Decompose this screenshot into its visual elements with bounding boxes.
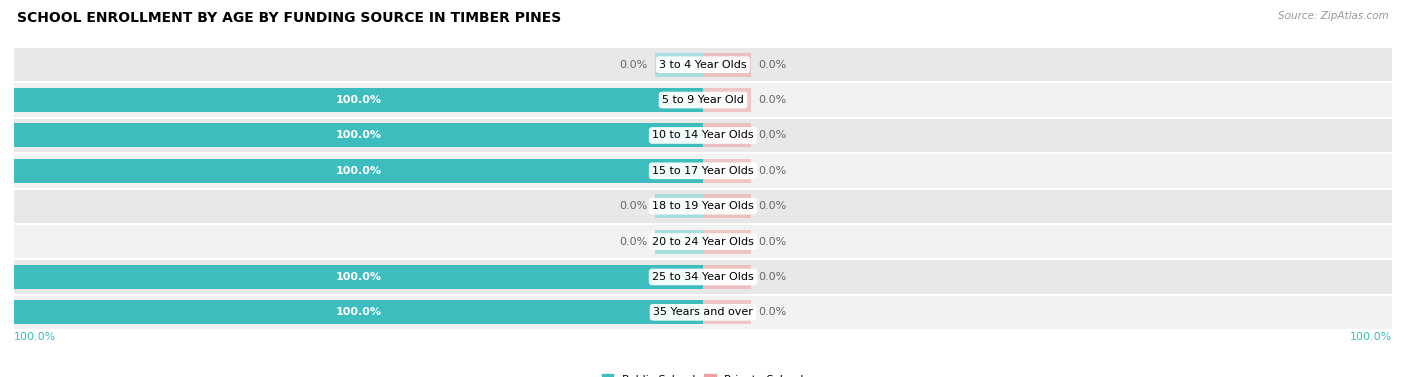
Bar [655, 194, 703, 218]
Bar [703, 123, 751, 147]
Text: 100.0%: 100.0% [336, 307, 381, 317]
Text: 18 to 19 Year Olds: 18 to 19 Year Olds [652, 201, 754, 211]
Bar [703, 88, 751, 112]
Bar [14, 159, 703, 183]
Text: 5 to 9 Year Old: 5 to 9 Year Old [662, 95, 744, 105]
Text: 3 to 4 Year Olds: 3 to 4 Year Olds [659, 60, 747, 70]
Bar [14, 294, 1392, 330]
Text: 20 to 24 Year Olds: 20 to 24 Year Olds [652, 236, 754, 247]
Text: 0.0%: 0.0% [620, 201, 648, 211]
Bar [14, 224, 1392, 259]
Text: 100.0%: 100.0% [336, 130, 381, 141]
Text: 15 to 17 Year Olds: 15 to 17 Year Olds [652, 166, 754, 176]
Text: 100.0%: 100.0% [14, 332, 56, 342]
Legend: Public School, Private School: Public School, Private School [598, 370, 808, 377]
Text: SCHOOL ENROLLMENT BY AGE BY FUNDING SOURCE IN TIMBER PINES: SCHOOL ENROLLMENT BY AGE BY FUNDING SOUR… [17, 11, 561, 25]
Text: 0.0%: 0.0% [758, 166, 786, 176]
Text: 100.0%: 100.0% [336, 272, 381, 282]
Bar [14, 265, 703, 289]
Bar [14, 88, 703, 112]
Text: 0.0%: 0.0% [758, 272, 786, 282]
Text: Source: ZipAtlas.com: Source: ZipAtlas.com [1278, 11, 1389, 21]
Text: 100.0%: 100.0% [1350, 332, 1392, 342]
Bar [14, 188, 1392, 224]
Bar [703, 194, 751, 218]
Bar [703, 230, 751, 254]
Bar [14, 83, 1392, 118]
Bar [703, 159, 751, 183]
Text: 0.0%: 0.0% [758, 201, 786, 211]
Bar [655, 230, 703, 254]
Bar [14, 153, 1392, 188]
Text: 0.0%: 0.0% [758, 307, 786, 317]
Bar [14, 300, 703, 324]
Text: 100.0%: 100.0% [336, 166, 381, 176]
Text: 0.0%: 0.0% [758, 130, 786, 141]
Text: 10 to 14 Year Olds: 10 to 14 Year Olds [652, 130, 754, 141]
Bar [655, 53, 703, 77]
Text: 0.0%: 0.0% [758, 60, 786, 70]
Text: 35 Years and over: 35 Years and over [652, 307, 754, 317]
Text: 0.0%: 0.0% [758, 95, 786, 105]
Text: 25 to 34 Year Olds: 25 to 34 Year Olds [652, 272, 754, 282]
Bar [14, 259, 1392, 294]
Text: 0.0%: 0.0% [620, 236, 648, 247]
Text: 100.0%: 100.0% [336, 95, 381, 105]
Text: 0.0%: 0.0% [620, 60, 648, 70]
Bar [703, 300, 751, 324]
Bar [703, 265, 751, 289]
Bar [14, 118, 1392, 153]
Text: 0.0%: 0.0% [758, 236, 786, 247]
Bar [14, 123, 703, 147]
Bar [703, 53, 751, 77]
Bar [14, 47, 1392, 83]
